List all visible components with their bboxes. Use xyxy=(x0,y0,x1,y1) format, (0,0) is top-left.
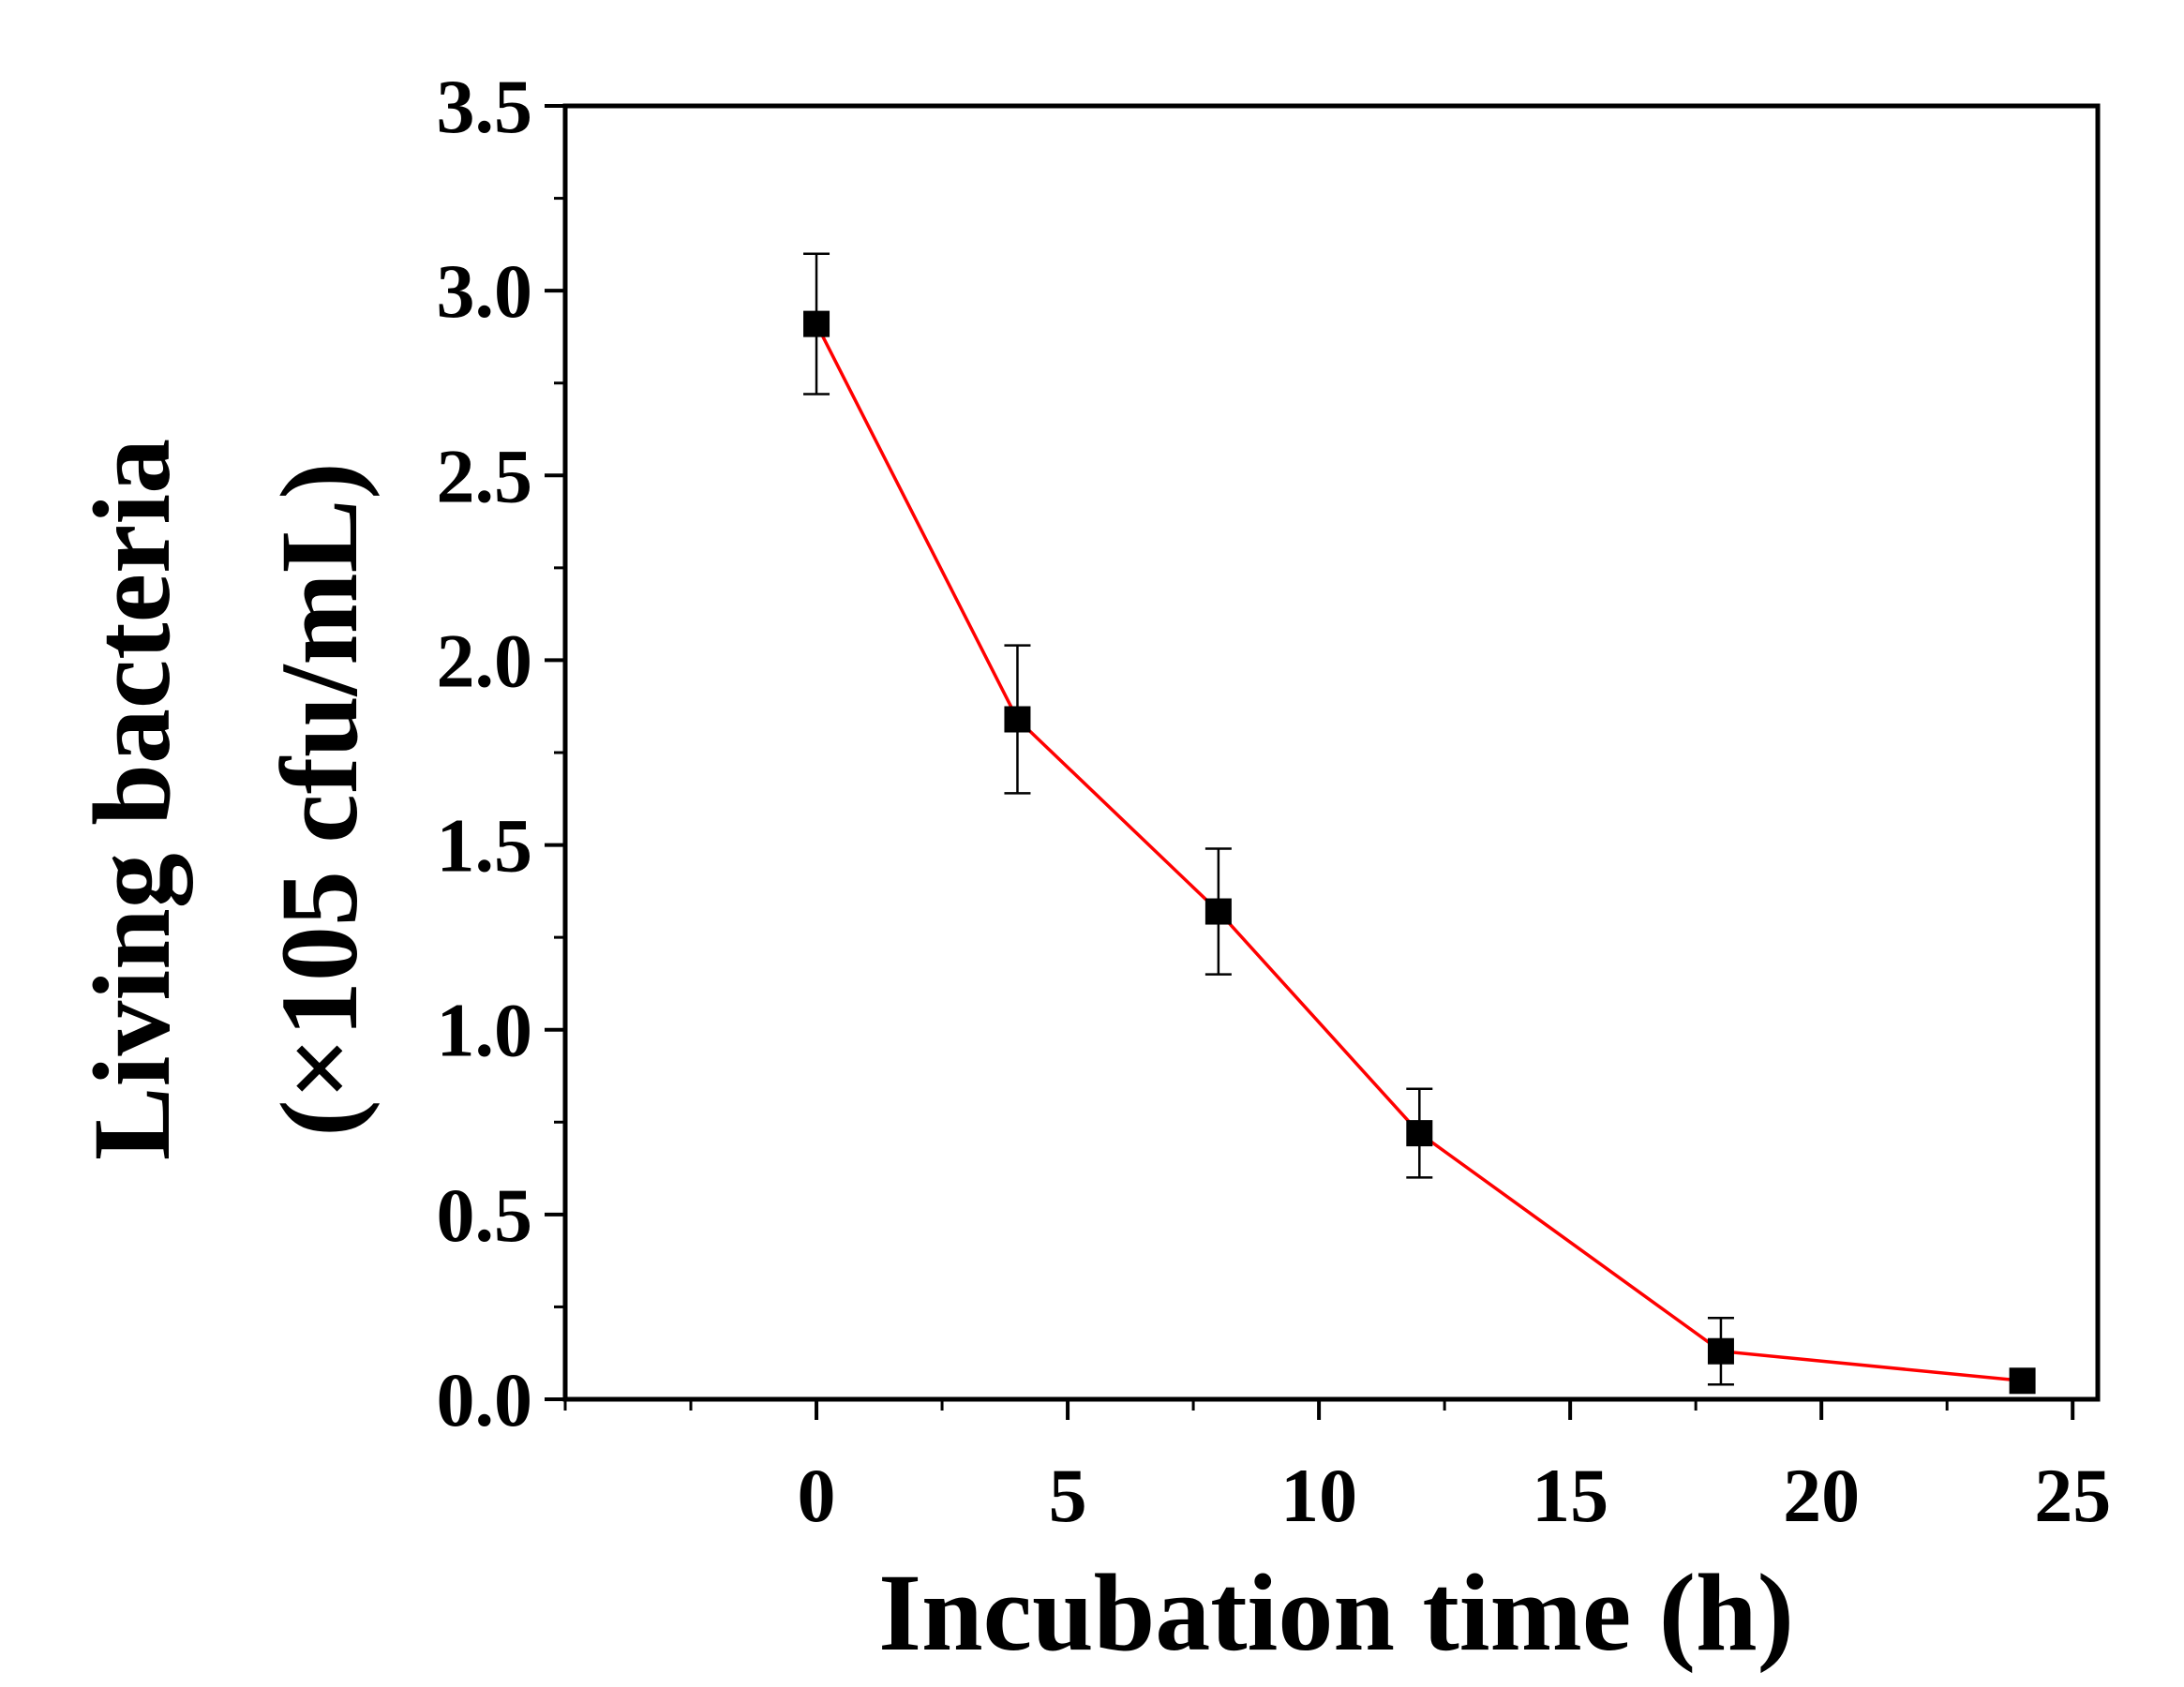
x-tick-label: 15 xyxy=(1532,1453,1608,1538)
y-tick-label: 2.0 xyxy=(437,618,533,703)
data-point xyxy=(1406,1120,1433,1147)
tick-labels: 0 5 10 15 20 25 0.0 0.5 1.0 1.5 2.0 2.5 3.0 3.5 xyxy=(437,64,2112,1538)
data-point xyxy=(1004,706,1031,733)
y-tick-label: 3.5 xyxy=(437,64,533,149)
x-tick-label: 20 xyxy=(1783,1453,1860,1538)
y-tick-label: 0.0 xyxy=(437,1357,533,1442)
error-bars xyxy=(803,252,1734,1386)
y-axis-title-line2: (×105 cfu/mL) xyxy=(258,462,381,1136)
y-tick-label: 3.0 xyxy=(437,248,533,334)
y-tick-label: 1.0 xyxy=(437,988,533,1073)
y-tick-label: 2.5 xyxy=(437,433,533,518)
axis-ticks xyxy=(545,104,2075,1420)
y-axis-title-line1: Living bacteria xyxy=(70,439,193,1160)
x-tick-label: 0 xyxy=(798,1453,836,1538)
y-tick-label: 1.5 xyxy=(437,803,533,888)
x-tick-label: 25 xyxy=(2034,1453,2111,1538)
series-markers xyxy=(803,310,2036,1395)
y-tick-label: 0.5 xyxy=(437,1172,533,1258)
x-tick-label: 10 xyxy=(1280,1453,1357,1538)
data-point xyxy=(1707,1337,1734,1365)
series-line xyxy=(815,322,2023,1383)
data-point xyxy=(2009,1367,2036,1395)
series-line-layer xyxy=(815,322,2023,1383)
x-axis-title: Incubation time (h) xyxy=(878,1551,1794,1674)
x-tick-label: 5 xyxy=(1049,1453,1087,1538)
plot-frame xyxy=(562,103,2101,1402)
data-point xyxy=(1204,898,1232,925)
data-point xyxy=(803,310,830,337)
